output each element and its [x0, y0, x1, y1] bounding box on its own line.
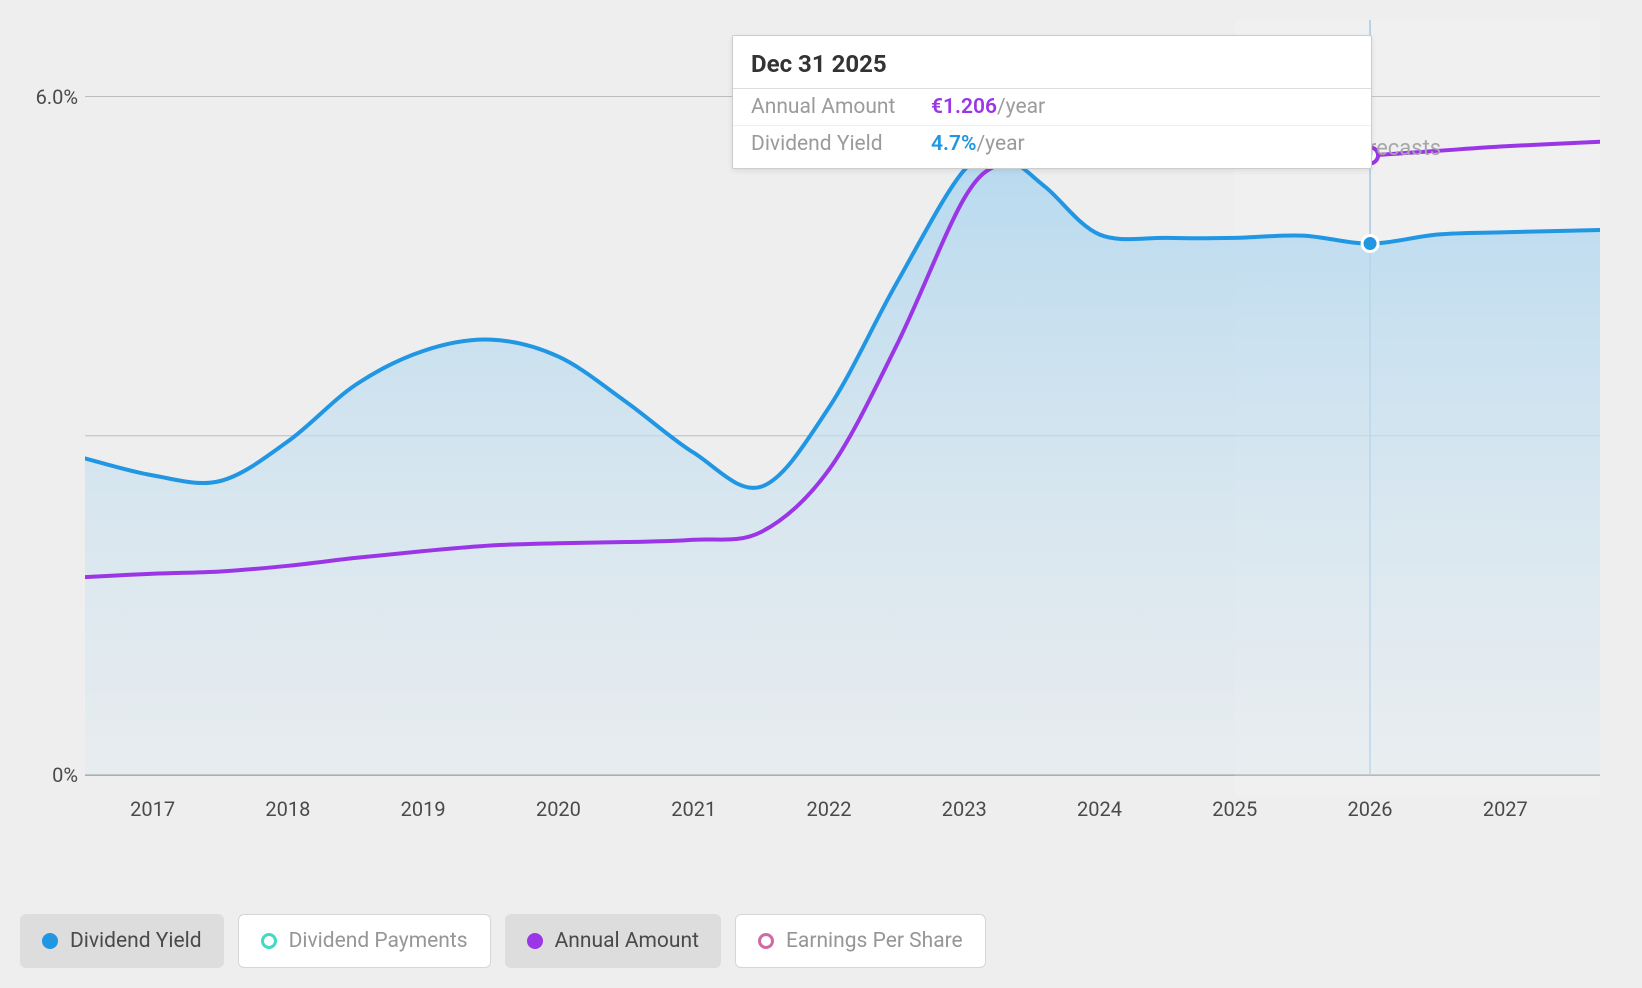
- x-axis-tick-label: 2026: [1340, 797, 1400, 821]
- plot-area[interactable]: Past Analysts Forecasts Dec 31 2025 Annu…: [85, 20, 1600, 795]
- x-axis-tick-label: 2027: [1475, 797, 1535, 821]
- tooltip-label: Annual Amount: [751, 95, 931, 119]
- y-axis-tick-label: 6.0%: [20, 85, 78, 109]
- chart-legend: Dividend Yield Dividend Payments Annual Am…: [20, 914, 986, 968]
- legend-item-dividend-payments[interactable]: Dividend Payments: [238, 914, 491, 968]
- legend-swatch: [261, 933, 277, 949]
- tooltip-row: Dividend Yield4.7%/year: [733, 126, 1371, 168]
- legend-swatch: [527, 933, 543, 949]
- legend-swatch: [42, 933, 58, 949]
- legend-label: Dividend Payments: [289, 929, 468, 953]
- tooltip-unit: /year: [977, 132, 1025, 156]
- tooltip-row: Annual Amount€1.206/year: [733, 89, 1371, 126]
- dividend-chart: Past Analysts Forecasts Dec 31 2025 Annu…: [20, 20, 1620, 880]
- legend-item-annual-amount[interactable]: Annual Amount: [505, 914, 721, 968]
- x-axis-tick-label: 2017: [123, 797, 183, 821]
- x-axis-tick-label: 2018: [258, 797, 318, 821]
- legend-swatch: [758, 933, 774, 949]
- tooltip-title: Dec 31 2025: [733, 36, 1371, 89]
- x-axis-tick-label: 2022: [799, 797, 859, 821]
- tooltip-value: 4.7%: [931, 132, 976, 156]
- legend-label: Annual Amount: [555, 929, 699, 953]
- chart-tooltip: Dec 31 2025 Annual Amount€1.206/yearDivi…: [732, 35, 1372, 169]
- tooltip-unit: /year: [997, 95, 1045, 119]
- legend-label: Dividend Yield: [70, 929, 202, 953]
- legend-label: Earnings Per Share: [786, 929, 963, 953]
- tooltip-value: €1.206: [931, 95, 997, 119]
- x-axis-tick-label: 2023: [934, 797, 994, 821]
- x-axis-tick-label: 2021: [664, 797, 724, 821]
- legend-item-earnings-per-share[interactable]: Earnings Per Share: [735, 914, 986, 968]
- x-axis-tick-label: 2020: [528, 797, 588, 821]
- y-axis-tick-label: 0%: [20, 763, 78, 787]
- x-axis-tick-label: 2025: [1205, 797, 1265, 821]
- x-axis-tick-label: 2024: [1070, 797, 1130, 821]
- x-axis-tick-label: 2019: [393, 797, 453, 821]
- tooltip-label: Dividend Yield: [751, 132, 931, 156]
- legend-item-dividend-yield[interactable]: Dividend Yield: [20, 914, 224, 968]
